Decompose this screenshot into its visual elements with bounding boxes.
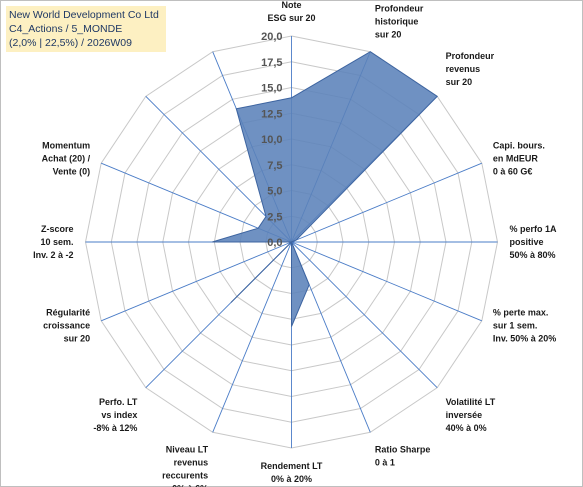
axis-label: reccurents (162, 470, 208, 480)
axis-label: 10 sem. (40, 237, 73, 247)
title-line-universe: C4_Actions / 5_MONDE (9, 23, 123, 35)
axis-label: Niveau LT (166, 444, 209, 454)
tick-label: 2,5 (267, 211, 282, 223)
chart-title-box: New World Development Co Ltd C4_Actions … (6, 6, 166, 52)
axis-label: Profondeur (375, 4, 424, 14)
axis-label: 0% à 6% (172, 483, 208, 487)
axis-label: 0 à 60 G€ (493, 167, 533, 177)
axis-label: 40% à 0% (446, 423, 487, 433)
axis-label: vs index (101, 410, 137, 420)
tick-label: 7,5 (267, 160, 282, 172)
axis-label: % perfo 1A (510, 224, 558, 234)
tick-label: 20,0 (261, 31, 282, 43)
axis-label: Volatilité LT (446, 397, 496, 407)
axis-label: en MdEUR (493, 154, 539, 164)
axis-label: Régularité (46, 307, 90, 317)
axis-label: sur 1 sem. (493, 320, 538, 330)
axis-label: Note (282, 0, 302, 10)
tick-label: 10,0 (261, 134, 282, 146)
axis-label: inversée (446, 410, 483, 420)
axis-label: ESG sur 20 (267, 13, 315, 23)
axis-label: historique (375, 17, 419, 27)
data-area (212, 51, 438, 327)
axis-label: Inv. 2 à -2 (33, 250, 73, 260)
axis-spoke (101, 241, 292, 322)
tick-label: 12,5 (261, 108, 282, 120)
axis-label: Profondeur (446, 51, 495, 61)
axis-label: 0 à 1 (375, 457, 395, 467)
axis-label: Momentum (42, 141, 90, 151)
axis-spoke (291, 241, 482, 322)
axis-label: revenus (446, 64, 481, 74)
tick-label: 5,0 (267, 186, 282, 198)
axis-spoke (212, 241, 292, 433)
axis-label: Capi. bours. (493, 141, 545, 151)
axis-label: -8% à 12% (93, 423, 137, 433)
axis-label: Achat (20) / (42, 154, 91, 164)
axis-label: Inv. 50% à 20% (493, 333, 556, 343)
axis-label: sur 20 (64, 333, 91, 343)
axis-label: Perfo. LT (99, 397, 138, 407)
axis-label: sur 20 (375, 30, 402, 40)
title-line-company: New World Development Co Ltd (9, 9, 159, 21)
axis-label: Vente (0) (53, 167, 91, 177)
axis-spoke (291, 241, 438, 389)
tick-label: 0,0 (267, 237, 282, 249)
axis-label: % perte max. (493, 307, 549, 317)
axis-label: Rendement LT (261, 461, 323, 471)
axis-label: Z-score (41, 224, 74, 234)
tick-label: 15,0 (261, 83, 282, 95)
axis-spoke (291, 162, 482, 243)
axis-label: positive (510, 237, 544, 247)
axis-label: croissance (43, 320, 90, 330)
axis-label: 0% à 20% (271, 474, 312, 484)
axis-label: Ratio Sharpe (375, 444, 431, 454)
axis-label: revenus (174, 457, 209, 467)
axis-label: 50% à 80% (510, 250, 556, 260)
tick-label: 17,5 (261, 57, 282, 69)
axis-label: sur 20 (446, 77, 473, 87)
title-line-range: (2,0% | 22,5%) / 2026W09 (9, 37, 132, 49)
